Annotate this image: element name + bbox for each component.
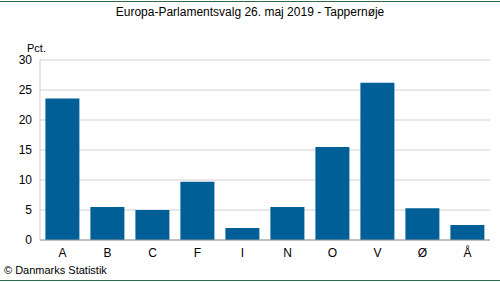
svg-text:15: 15 <box>19 143 33 157</box>
svg-text:20: 20 <box>19 113 33 127</box>
svg-text:V: V <box>373 246 381 260</box>
svg-text:5: 5 <box>25 203 32 217</box>
svg-text:I: I <box>241 246 244 260</box>
svg-text:30: 30 <box>19 53 33 67</box>
html-text:Europa-Parlamentsvalg 26. maj: Europa-Parlamentsvalg 26. maj 2019 - Tap… <box>115 5 385 19</box>
svg-text:B: B <box>103 246 111 260</box>
svg-text:Å: Å <box>463 245 471 260</box>
svg-text:0: 0 <box>25 233 32 247</box>
svg-text:Ø: Ø <box>418 246 427 260</box>
svg-text:C: C <box>148 246 157 260</box>
svg-text:N: N <box>283 246 292 260</box>
html-text:Pct.: Pct. <box>27 42 46 54</box>
svg-text:10: 10 <box>19 173 33 187</box>
svg-text:F: F <box>194 246 201 260</box>
html-text:© Danmarks Statistik: © Danmarks Statistik <box>4 264 107 276</box>
svg-text:O: O <box>328 246 337 260</box>
svg-text:A: A <box>58 246 66 260</box>
svg-text:25: 25 <box>19 83 33 97</box>
